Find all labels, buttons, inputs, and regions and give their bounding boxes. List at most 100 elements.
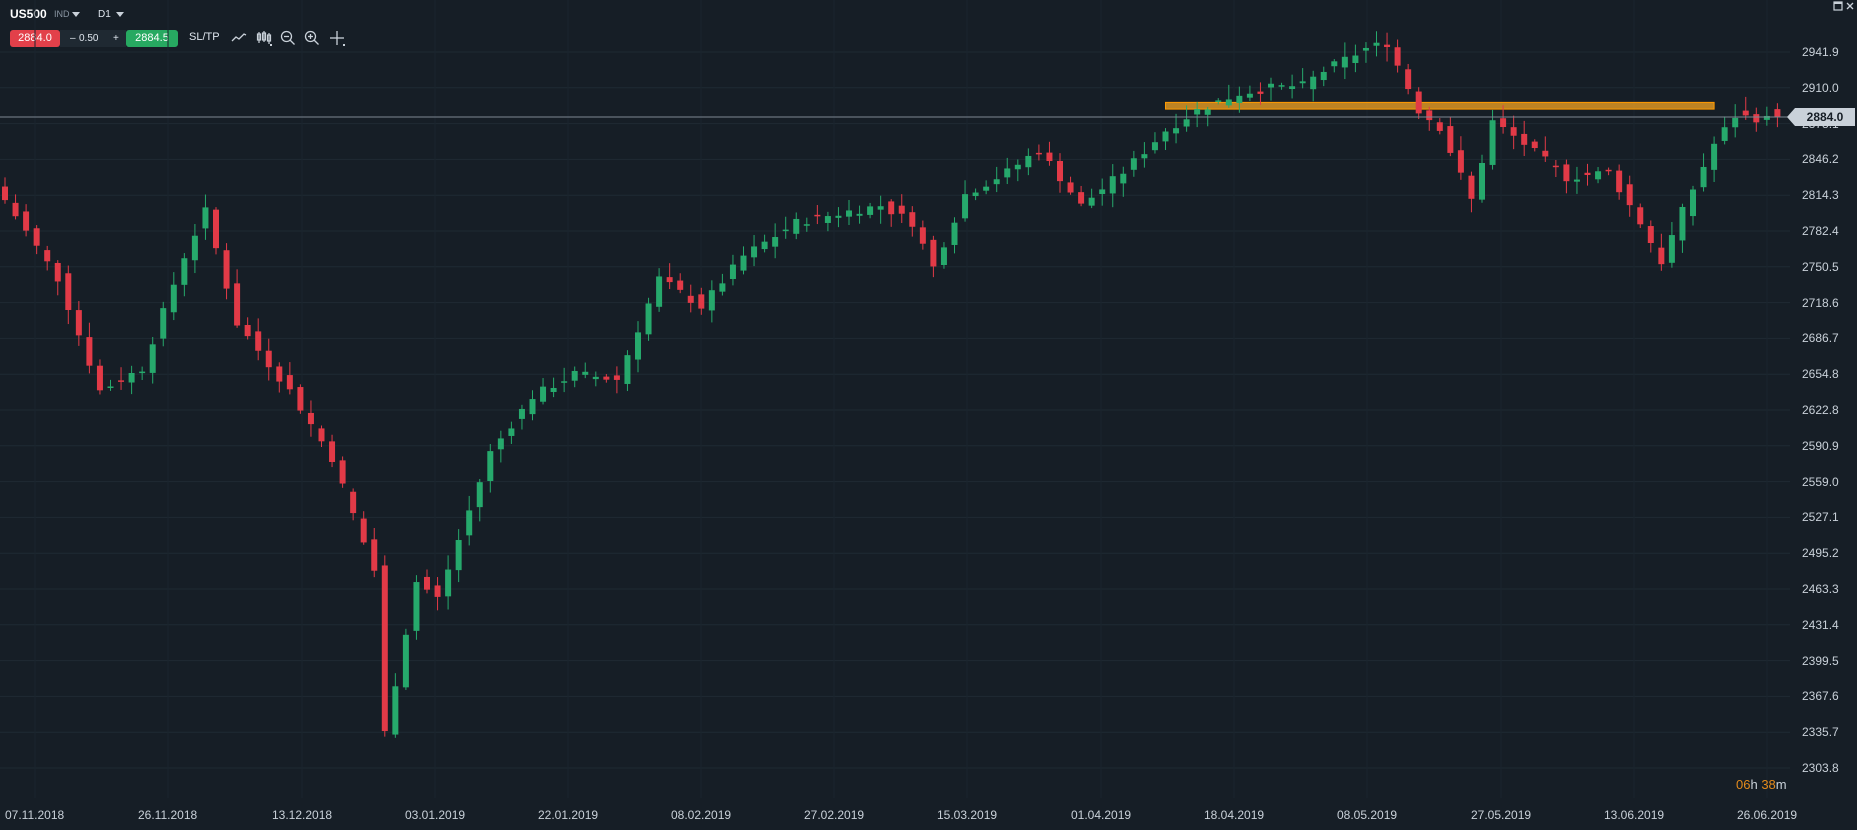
candle-up — [1479, 162, 1485, 200]
chart-toolbar: US500 IND D1 2884.0 – 0.50 + 2884.5 SL/T… — [0, 0, 1857, 52]
candle-down — [424, 576, 430, 590]
candle-down — [234, 283, 241, 326]
candle-down — [286, 375, 293, 390]
candle-down — [1552, 165, 1559, 168]
candle-up — [793, 218, 800, 234]
candle-down — [1753, 114, 1760, 123]
current-price-badge: 2884.0 — [1787, 107, 1855, 126]
candle-up — [1679, 206, 1686, 241]
candle-up — [1162, 131, 1169, 142]
date-tick-label: 13.12.2018 — [272, 808, 333, 822]
candle-up — [983, 186, 990, 191]
price-tick-label: 2686.7 — [1802, 331, 1839, 346]
date-tick-label: 22.01.2019 — [538, 808, 599, 822]
candle-down — [276, 366, 283, 382]
candle-up — [1130, 158, 1137, 170]
chart-grid — [0, 51, 1790, 769]
candle-up — [170, 284, 177, 313]
candle-down — [86, 337, 93, 366]
candle-down — [1067, 182, 1074, 193]
date-tick-label: 01.04.2019 — [1071, 808, 1132, 822]
candle-up — [1352, 55, 1359, 64]
candle-down — [1637, 207, 1644, 225]
candle-up — [1183, 119, 1190, 127]
candle-up — [1373, 42, 1380, 46]
candle-up — [1151, 142, 1158, 151]
timeframe-selector[interactable]: D1 — [98, 9, 125, 20]
candle-up — [518, 408, 525, 419]
candle-up — [592, 376, 599, 380]
candle-down — [603, 376, 610, 380]
maximize-icon[interactable] — [1833, 1, 1843, 11]
candle-down — [381, 565, 388, 732]
price-tick-label: 2814.3 — [1802, 188, 1839, 203]
candle-down — [1046, 152, 1053, 162]
candle-down — [318, 428, 325, 442]
candle-down — [12, 202, 19, 217]
candle-down — [1405, 69, 1412, 90]
candle-down — [1774, 109, 1781, 117]
candle-down — [118, 380, 125, 382]
candle-up — [1668, 235, 1675, 263]
candle-down — [698, 294, 705, 309]
date-tick-label: 26.06.2019 — [1737, 808, 1798, 822]
candle-down — [1531, 141, 1538, 149]
close-icon[interactable] — [1845, 1, 1855, 11]
candle-up — [1141, 154, 1148, 159]
candle-up — [761, 241, 768, 250]
date-tick-label: 18.04.2019 — [1204, 808, 1265, 822]
candle-up — [772, 237, 779, 247]
candle-up — [740, 255, 747, 271]
candle-up — [856, 213, 863, 216]
candle-up — [149, 344, 156, 373]
buy-button[interactable]: 2884.5 — [126, 30, 178, 47]
price-tick-label: 2335.7 — [1802, 725, 1839, 740]
symbol-type-selector[interactable]: IND — [54, 9, 81, 19]
countdown-hours: 06 — [1736, 777, 1751, 792]
candle-up — [455, 540, 462, 571]
candle-down — [54, 262, 61, 282]
candle-up — [1331, 61, 1338, 67]
candles-icon[interactable] — [255, 29, 273, 47]
countdown-minutes: 38 — [1761, 777, 1776, 792]
candle-up — [1690, 189, 1696, 217]
resistance-zone — [1165, 101, 1715, 110]
price-tick-label: 2590.9 — [1802, 438, 1839, 453]
candle-up — [402, 634, 409, 688]
candle-down — [2, 186, 8, 201]
candle-down — [1616, 170, 1623, 193]
spread-value[interactable]: 0.50 — [79, 33, 99, 44]
candle-up — [1320, 71, 1327, 81]
price-tick-label: 2782.4 — [1802, 224, 1839, 238]
candle-up — [497, 438, 504, 450]
candle-up — [1236, 95, 1243, 103]
price-tick-label: 2718.6 — [1802, 295, 1839, 310]
increase-button[interactable]: + — [113, 33, 119, 44]
candle-up — [951, 222, 958, 245]
crosshair-icon[interactable] — [328, 29, 346, 47]
sltp-button[interactable]: SL/TP — [189, 31, 220, 43]
zoom-in-icon[interactable] — [303, 29, 321, 47]
candle-up — [835, 215, 842, 218]
candle-up — [635, 332, 641, 360]
candle-down — [1658, 247, 1665, 265]
candle-down — [23, 211, 30, 231]
line-chart-icon[interactable] — [230, 29, 248, 47]
candle-up — [940, 247, 947, 266]
candle-up — [708, 290, 715, 311]
candle-up — [719, 283, 726, 292]
candle-down — [1447, 126, 1454, 153]
candle-down — [1605, 169, 1612, 172]
candle-up — [624, 355, 631, 384]
volume-stepper[interactable]: – 0.50 + — [60, 30, 126, 47]
decrease-button[interactable]: – — [70, 33, 76, 44]
symbol-name[interactable]: US500 — [10, 7, 47, 21]
candle-up — [1025, 155, 1032, 168]
price-tick-label: 2559.0 — [1802, 474, 1839, 489]
chevron-down-icon — [72, 12, 81, 17]
candle-up — [1268, 83, 1274, 88]
candle-up — [1246, 93, 1253, 98]
zoom-out-icon[interactable] — [279, 29, 297, 47]
candle-down — [223, 250, 230, 289]
